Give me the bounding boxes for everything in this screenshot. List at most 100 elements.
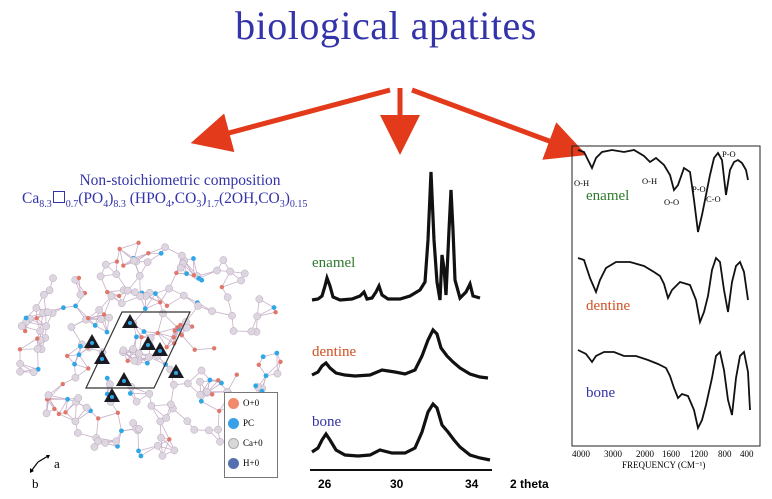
pc-atom	[92, 323, 98, 328]
ir-peak-oh-1: O-H	[574, 178, 589, 188]
xrd-panel: enamel dentine bone 26 30 34 2 theta	[310, 171, 549, 491]
ca-atom	[253, 312, 262, 321]
arrow-left	[190, 87, 391, 153]
ca-atom	[33, 345, 42, 353]
bond-line	[88, 314, 105, 319]
ca-atom	[183, 323, 191, 332]
o-atom	[22, 328, 28, 334]
unit-cell-outline	[85, 311, 191, 389]
ca-atom	[170, 380, 178, 389]
o-atom	[35, 336, 40, 341]
ca-atom	[156, 417, 165, 426]
ir-tick-1600: 1600	[662, 449, 681, 459]
o-atom	[192, 347, 197, 352]
o-atom	[121, 263, 126, 268]
ca-atom	[40, 290, 48, 299]
ca-atom	[161, 243, 169, 252]
ca-atom	[135, 349, 143, 358]
ca-atom	[131, 288, 139, 297]
o-atom	[189, 324, 195, 329]
ca-atom	[97, 315, 106, 324]
o-atom	[101, 312, 107, 317]
ca-atom	[165, 284, 174, 293]
o-atom	[116, 293, 122, 299]
ca-atom	[71, 417, 80, 426]
pc-atom	[199, 277, 205, 283]
ca-atom	[95, 306, 104, 314]
pc-atom	[110, 395, 114, 399]
arrows	[190, 87, 587, 160]
bond-line	[265, 361, 281, 377]
ca-atom	[119, 346, 128, 355]
pc-atom	[65, 396, 70, 402]
ca-atom	[208, 307, 216, 315]
pc-atom	[128, 321, 132, 325]
ca-atom	[145, 353, 153, 361]
pc-atom	[198, 398, 204, 404]
o-atom	[157, 300, 163, 305]
ca-atom	[74, 429, 82, 437]
bond-line	[144, 293, 156, 309]
ca-atom	[166, 400, 175, 409]
ca-atom	[183, 379, 192, 388]
ca-atom	[196, 377, 204, 386]
ir-frame	[571, 145, 761, 447]
ca-atom	[74, 394, 83, 402]
ca-atom	[129, 345, 137, 353]
composition-heading: Non-stoichiometric composition	[79, 172, 281, 189]
ca-atom	[76, 290, 85, 299]
o-atom	[171, 335, 176, 340]
bond-line	[155, 293, 168, 307]
o-atom	[278, 359, 283, 365]
ir-panel: enamel dentine bone O-H O-H O-O P-O C-O …	[571, 145, 761, 470]
o-atom	[86, 366, 91, 371]
ir-tick-800: 800	[718, 449, 732, 459]
pc-atom	[142, 306, 148, 312]
o-atom	[211, 346, 217, 351]
ir-label-bone: bone	[586, 385, 616, 401]
legend-label-h: H+0	[243, 458, 260, 468]
ca-atom	[135, 271, 144, 280]
pc-atom	[61, 305, 66, 311]
ca-atom	[214, 425, 222, 434]
pc-atom	[136, 448, 141, 454]
ca-atom	[67, 323, 76, 331]
o-atom	[56, 411, 62, 417]
axis-a-label: a	[54, 456, 60, 471]
o-atom	[175, 325, 180, 330]
bond-line	[19, 338, 38, 350]
ca-atom	[216, 437, 224, 446]
ca-atom	[204, 426, 213, 435]
ca-atom	[273, 369, 282, 378]
pc-atom	[174, 371, 178, 375]
ca-atom	[130, 356, 139, 365]
pc-atom	[219, 380, 224, 386]
pc-atom	[153, 291, 158, 296]
ca-atom	[255, 295, 264, 303]
o-atom	[115, 410, 121, 416]
legend-item-h: H+0	[225, 453, 277, 473]
ca-atom	[229, 327, 238, 335]
ca-atom	[17, 322, 26, 330]
bond-line	[98, 412, 118, 419]
ca-atom	[196, 390, 204, 399]
o-atom	[256, 362, 261, 367]
apatite-crystal-structure	[16, 240, 283, 460]
pc-atom	[72, 361, 77, 367]
ca-atom	[42, 322, 51, 331]
ir-tick-2000: 2000	[636, 449, 655, 459]
ca-atom	[197, 366, 206, 375]
ca-atom	[162, 414, 171, 422]
bond-line	[119, 248, 124, 266]
pc-atom	[158, 349, 162, 353]
o-atom	[164, 303, 170, 309]
bond-line	[157, 332, 168, 348]
ir-peak-oo: O-O	[664, 197, 679, 207]
o-atom	[273, 309, 278, 315]
o-atom	[139, 335, 144, 340]
ca-atom	[147, 401, 156, 410]
pc-atom	[122, 379, 126, 383]
ca-atom	[183, 417, 192, 426]
ca-atom	[16, 359, 24, 368]
ca-atom	[32, 304, 41, 312]
